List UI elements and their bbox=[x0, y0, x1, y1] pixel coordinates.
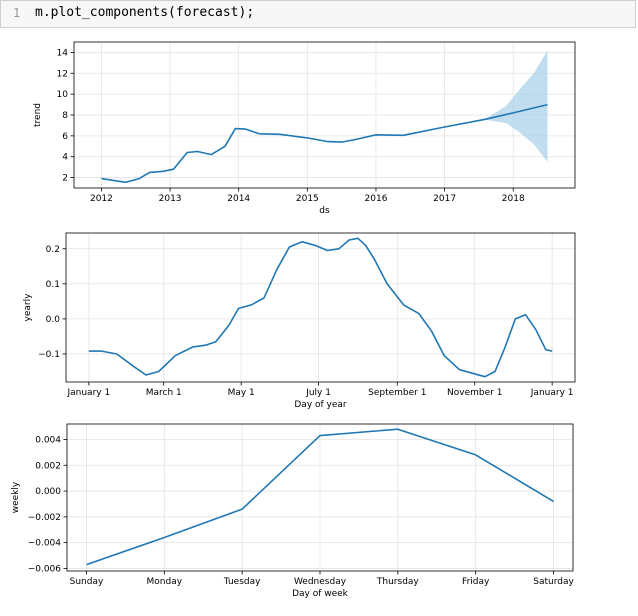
code-cell[interactable]: 1 m.plot_components(forecast); bbox=[0, 0, 636, 28]
x-tick-label: July 1 bbox=[305, 388, 331, 398]
uncertainty-band bbox=[485, 50, 548, 162]
y-tick-label: 6 bbox=[62, 132, 68, 142]
y-tick-label: 12 bbox=[57, 69, 68, 79]
x-axis-label: Day of year bbox=[294, 400, 347, 410]
axes-frame bbox=[65, 232, 576, 383]
y-tick-label: −0.002 bbox=[28, 513, 61, 523]
y-tick-label: 4 bbox=[62, 153, 68, 163]
x-tick-label: January 1 bbox=[66, 388, 110, 398]
x-tick-label: 2013 bbox=[159, 194, 182, 204]
x-tick-label: January 1 bbox=[530, 388, 574, 398]
x-tick-label: Sunday bbox=[70, 577, 104, 587]
x-tick-label: 2017 bbox=[433, 194, 456, 204]
trend-panel: 2012 2013 2014 2015 2016 2017 2018 2 4 6 8 10 12 14 ds… bbox=[33, 41, 576, 216]
y-tick-label: −0.1 bbox=[38, 350, 60, 360]
y-axis-label: yearly bbox=[23, 293, 33, 322]
x-tick-label: 2015 bbox=[296, 194, 319, 204]
y-tick-label: 8 bbox=[62, 111, 68, 121]
y-tick-label: 14 bbox=[57, 48, 69, 58]
y-tick-label: 0.1 bbox=[46, 280, 60, 290]
series-line bbox=[101, 103, 548, 184]
x-tick-label: 2014 bbox=[227, 194, 250, 204]
code-line[interactable]: m.plot_components(forecast); bbox=[35, 5, 255, 20]
x-tick-label: Saturday bbox=[533, 577, 574, 587]
x-tick-label: 2012 bbox=[90, 194, 113, 204]
series-line bbox=[88, 237, 553, 378]
y-tick-label: 0.0 bbox=[46, 315, 61, 325]
yearly-panel: January 1 March 1 May 1 July 1 September 1 No… bbox=[23, 232, 576, 410]
series-line bbox=[86, 428, 554, 566]
y-tick-label: −0.006 bbox=[28, 564, 62, 574]
x-tick-label: May 1 bbox=[228, 388, 255, 398]
y-axis-label: trend bbox=[33, 103, 43, 127]
y-tick-label: 0.004 bbox=[35, 435, 61, 445]
x-tick-label: September 1 bbox=[368, 388, 426, 398]
y-tick-label: 0.002 bbox=[35, 461, 61, 471]
y-tick-label: 0.2 bbox=[46, 245, 60, 255]
x-tick-label: March 1 bbox=[146, 388, 182, 398]
x-tick-label: 2018 bbox=[502, 194, 525, 204]
y-tick-label: −0.004 bbox=[28, 539, 62, 549]
x-axis-label: Day of week bbox=[292, 589, 349, 599]
components-figure: 2012 2013 2014 2015 2016 2017 2018 2 4 6 8 10 12 14 ds… bbox=[11, 41, 576, 599]
y-tick-label: 0.000 bbox=[35, 487, 61, 497]
y-axis-label: weekly bbox=[11, 481, 21, 513]
x-tick-label: Tuesday bbox=[223, 577, 261, 587]
y-tick-label: 2 bbox=[62, 174, 68, 184]
x-tick-label: Wednesday bbox=[294, 577, 347, 587]
x-axis-label: ds bbox=[319, 206, 330, 216]
x-tick-label: Friday bbox=[462, 577, 490, 587]
y-tick-label: 10 bbox=[57, 90, 69, 100]
x-tick-label: Thursday bbox=[376, 577, 420, 587]
weekly-panel: Sunday Monday Tuesday Wednesday Thursday Frid… bbox=[11, 423, 574, 599]
x-tick-label: November 1 bbox=[447, 388, 502, 398]
x-tick-label: 2016 bbox=[365, 194, 388, 204]
line-number: 1 bbox=[13, 6, 21, 20]
x-tick-label: Monday bbox=[147, 577, 183, 587]
